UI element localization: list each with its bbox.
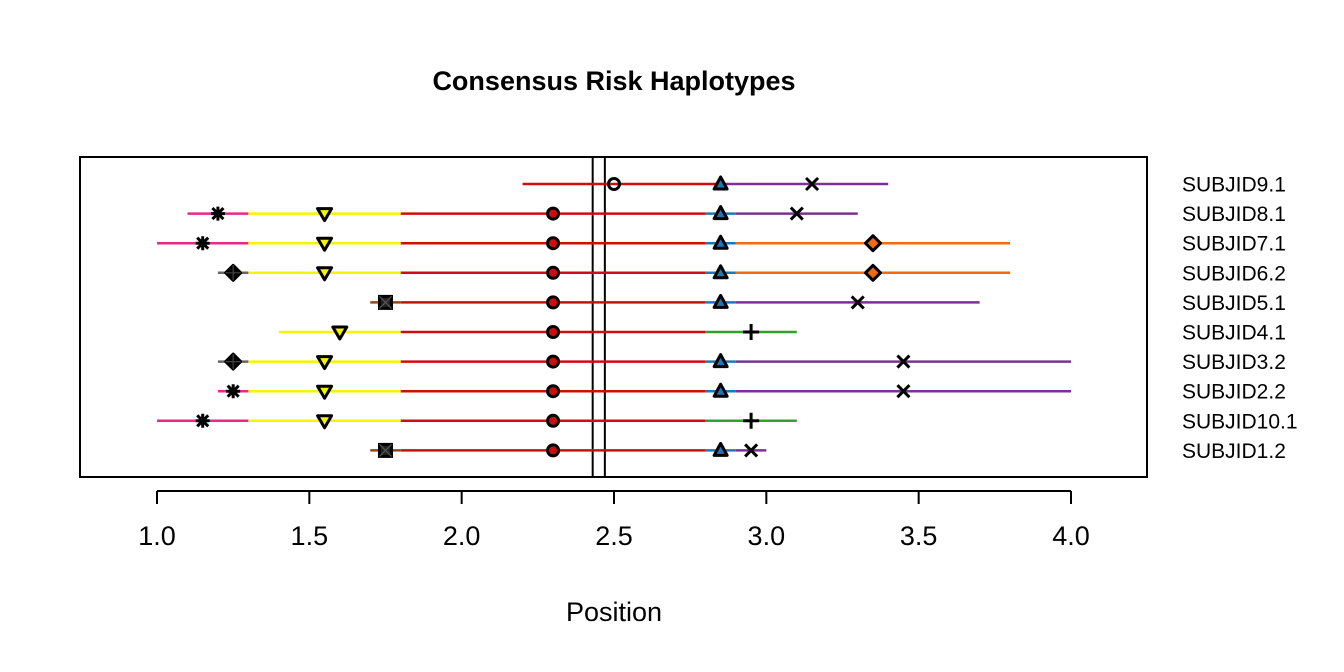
asterisk-marker <box>210 206 225 221</box>
diamond-marker <box>863 234 882 253</box>
circle-marker <box>546 295 561 310</box>
row-label: SUBJID3.2 <box>1182 351 1286 374</box>
cross-x-marker <box>850 295 865 310</box>
haplotype-row-subjid9-1 <box>522 175 889 192</box>
triangle-down-marker <box>331 325 349 341</box>
circle-marker <box>546 384 561 399</box>
triangle-up-marker <box>712 382 729 398</box>
triangle-up-marker <box>712 175 729 191</box>
circle-marker <box>546 443 561 458</box>
diamond-plus-marker <box>224 352 243 371</box>
chart-title: Consensus Risk Haplotypes <box>432 66 795 96</box>
x-axis: 1.0 1.5 2.0 2.5 3.0 3.5 4.0 <box>138 490 1090 551</box>
square-x-marker <box>378 442 393 458</box>
cross-x-marker <box>804 176 820 192</box>
row-label: SUBJID7.1 <box>1182 233 1286 256</box>
asterisk-marker <box>195 413 210 428</box>
triangle-down-marker <box>316 266 334 282</box>
row-label: SUBJID6.2 <box>1182 262 1286 285</box>
row-label: SUBJID8.1 <box>1182 203 1286 226</box>
haplotype-row-subjid2-2 <box>217 382 1071 400</box>
triangle-up-marker <box>712 234 729 250</box>
triangle-down-marker <box>316 384 334 400</box>
x-tick-label: 3.0 <box>748 521 786 551</box>
x-tick-label: 1.0 <box>138 521 176 551</box>
triangle-up-marker <box>712 293 729 309</box>
haplotype-row-subjid3-2 <box>217 352 1071 371</box>
triangle-down-marker <box>316 414 334 430</box>
x-tick-label: 3.5 <box>900 521 938 551</box>
row-label: SUBJID9.1 <box>1182 174 1286 197</box>
circle-marker <box>546 265 561 280</box>
cross-x-marker <box>896 384 911 399</box>
circle-marker <box>546 325 561 339</box>
triangle-down-marker <box>316 355 334 371</box>
plot-frame <box>79 156 1148 478</box>
x-tick-label: 2.0 <box>443 521 481 551</box>
triangle-up-marker <box>712 353 729 369</box>
x-tick-label: 4.0 <box>1052 521 1090 551</box>
haplotype-row-subjid10-1 <box>157 412 797 430</box>
asterisk-marker <box>226 384 241 399</box>
row-label: SUBJID2.2 <box>1182 381 1286 404</box>
haplotype-row-subjid5-1 <box>370 293 980 310</box>
cross-x-marker <box>744 443 759 458</box>
x-axis-title: Position <box>566 597 662 627</box>
triangle-down-marker <box>316 207 334 223</box>
square-x-marker <box>378 294 393 310</box>
row-label: SUBJID4.1 <box>1182 322 1286 345</box>
circle-marker <box>546 354 561 369</box>
circle-marker <box>607 177 621 191</box>
asterisk-marker <box>195 236 210 251</box>
circle-marker <box>546 236 561 251</box>
haplotype-row-subjid7-1 <box>157 234 1011 253</box>
circle-marker <box>546 413 561 428</box>
triangle-up-marker <box>712 264 729 280</box>
haplotype-row-subjid8-1 <box>187 205 858 223</box>
circle-marker <box>546 206 561 221</box>
diamond-plus-marker <box>224 263 243 282</box>
plus-marker <box>743 324 760 340</box>
cross-x-marker <box>896 354 911 369</box>
triangle-up-marker <box>712 205 729 221</box>
row-labels: SUBJID9.1 SUBJID8.1 SUBJID7.1 SUBJID6.2 SUBJ… <box>1182 174 1298 463</box>
row-label: SUBJID5.1 <box>1182 292 1286 315</box>
row-label: SUBJID1.2 <box>1182 440 1286 463</box>
row-label: SUBJID10.1 <box>1182 410 1298 433</box>
triangle-down-marker <box>316 236 334 252</box>
diamond-marker <box>863 263 882 282</box>
reference-lines <box>591 157 606 477</box>
haplotype-row-subjid6-2 <box>217 263 1011 282</box>
haplotype-rows <box>157 175 1071 458</box>
x-tick-label: 2.5 <box>595 521 633 551</box>
haplotype-row-subjid4-1 <box>278 324 797 341</box>
cross-x-marker <box>789 206 804 221</box>
plus-marker <box>743 412 760 429</box>
x-tick-label: 1.5 <box>291 521 329 551</box>
haplotype-row-subjid1-2 <box>370 441 767 458</box>
triangle-up-marker <box>712 441 729 457</box>
